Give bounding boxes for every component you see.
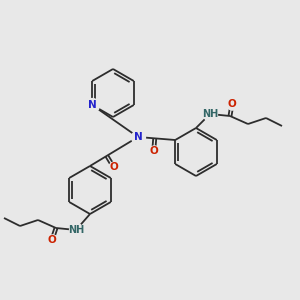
- Text: O: O: [48, 235, 56, 245]
- Text: N: N: [88, 100, 97, 110]
- Text: O: O: [109, 162, 118, 172]
- Text: N: N: [134, 132, 142, 142]
- Text: NH: NH: [202, 109, 218, 119]
- Text: NH: NH: [68, 225, 84, 235]
- Text: O: O: [149, 146, 158, 156]
- Text: O: O: [228, 99, 236, 109]
